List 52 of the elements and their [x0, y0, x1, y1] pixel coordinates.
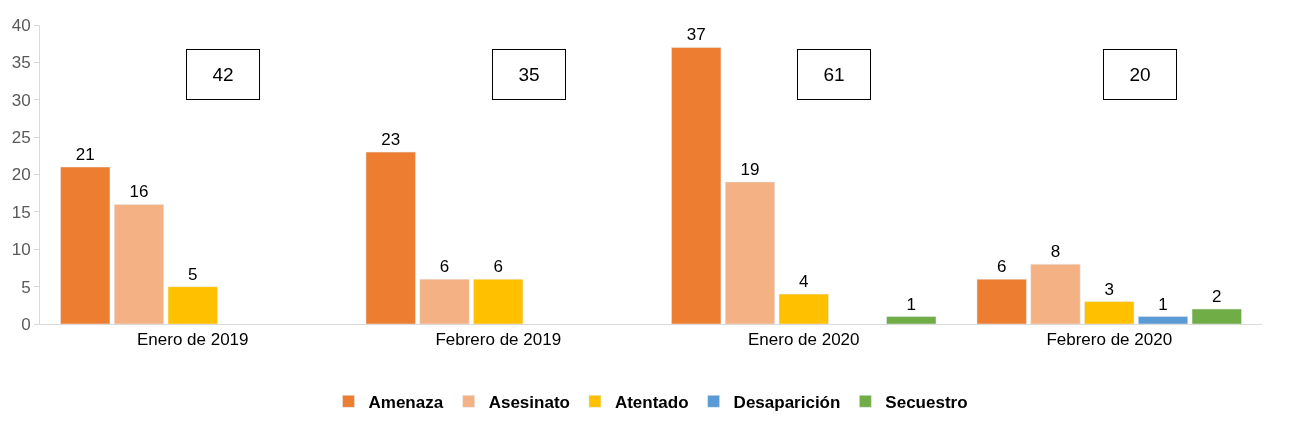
x-tick-label: Febrero de 2019	[435, 330, 562, 350]
x-tick-label: Febrero de 2020	[1046, 330, 1173, 350]
y-tick-label: 5	[21, 277, 31, 297]
bar	[473, 278, 524, 324]
y-tick-label: 30	[11, 90, 31, 110]
bar	[365, 151, 416, 324]
data-label: 5	[188, 264, 198, 284]
bar	[1030, 263, 1081, 324]
legend-label: Secuestro	[885, 392, 968, 412]
data-label: 19	[740, 159, 760, 179]
bar	[1191, 308, 1242, 324]
bar	[60, 166, 111, 324]
y-tick-label: 10	[11, 240, 31, 260]
bar	[976, 278, 1027, 324]
bar	[114, 204, 164, 324]
data-label: 6	[996, 257, 1007, 277]
data-label: 6	[439, 257, 450, 277]
x-tick-label: Enero de 2019	[136, 330, 249, 350]
bar	[725, 181, 775, 324]
data-label: 23	[381, 130, 401, 150]
legend-label: Amenaza	[368, 392, 444, 412]
y-tick-label: 15	[11, 202, 31, 222]
data-label: 4	[799, 272, 809, 292]
data-label: 8	[1050, 242, 1061, 262]
annotation: 20	[1129, 64, 1151, 85]
data-label: 3	[1104, 279, 1114, 299]
legend-label: Atentado	[614, 392, 689, 412]
data-label: 1	[1158, 294, 1168, 314]
data-label: 37	[686, 25, 706, 45]
legend-label: Asesinato	[488, 392, 570, 412]
bar	[778, 293, 829, 324]
y-tick-label: 0	[21, 314, 31, 334]
bar	[671, 47, 722, 324]
y-tick-label: 35	[11, 53, 31, 73]
annotation: 42	[212, 64, 234, 85]
data-label: 1	[906, 294, 917, 314]
annotation: 61	[823, 64, 845, 85]
bar	[419, 278, 470, 324]
data-label: 16	[129, 182, 149, 202]
data-label: 21	[75, 145, 95, 165]
y-tick-label: 25	[11, 128, 31, 148]
annotation: 35	[518, 64, 540, 85]
data-label: 2	[1212, 287, 1222, 307]
bar	[1138, 316, 1188, 324]
data-label: 6	[493, 257, 503, 277]
x-tick-label: Enero de 2020	[747, 330, 860, 350]
bar	[167, 286, 218, 324]
y-tick-label: 40	[11, 15, 31, 35]
bar	[886, 316, 937, 324]
bar	[1084, 301, 1135, 324]
legend-label: Desaparición	[733, 392, 841, 412]
y-tick-label: 20	[11, 165, 31, 185]
